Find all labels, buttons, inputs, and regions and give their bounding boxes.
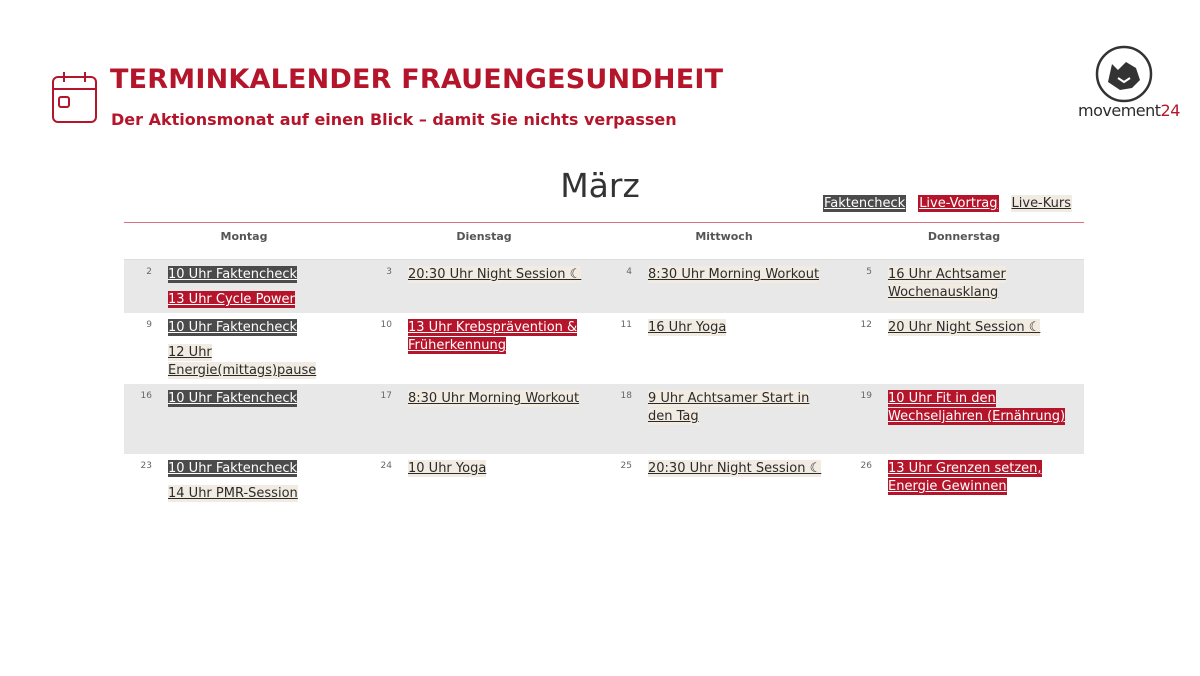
- title: TERMINKALENDER FRAUENGESUNDHEIT: [110, 64, 724, 95]
- event-label: 10 Uhr Faktencheck: [168, 390, 298, 407]
- event-label: 10 Uhr Fit in den Wechseljahren (Ernähru…: [888, 390, 1066, 425]
- event-label: 10 Uhr Yoga: [408, 460, 487, 477]
- subtitle: Der Aktionsmonat auf einen Blick – damit…: [111, 110, 677, 129]
- day-number: 24: [380, 461, 392, 471]
- weekday: Donnerstag: [927, 230, 1001, 243]
- day-number: 16: [140, 391, 152, 401]
- day-cell: 3 20:30 Uhr Night Session ☾: [364, 260, 604, 313]
- event-label: 8:30 Uhr Morning Workout: [408, 390, 580, 407]
- event: 10 Uhr Faktencheck: [168, 390, 356, 408]
- day-cell: 16 10 Uhr Faktencheck: [124, 384, 364, 454]
- day-cell: 5 16 Uhr Achtsamer Wochenausklang: [844, 260, 1084, 313]
- event: 8:30 Uhr Morning Workout: [648, 266, 836, 284]
- day-number: 23: [140, 461, 152, 471]
- event: 10 Uhr Faktencheck: [168, 266, 356, 284]
- day-number: 4: [626, 267, 632, 277]
- day-number: 19: [860, 391, 872, 401]
- week-row: 9 10 Uhr Faktencheck 12 Uhr Energie(mittag…: [124, 313, 1084, 384]
- day-cell: 9 10 Uhr Faktencheck 12 Uhr Energie(mittag…: [124, 313, 364, 384]
- weekday: Mittwoch: [695, 230, 753, 243]
- day-cell: 4 8:30 Uhr Morning Workout: [604, 260, 844, 313]
- calendar: Montag Dienstag Mittwoch Donnerstag 2 10 Uhr …: [124, 222, 1084, 511]
- day-cell: 26 13 Uhr Grenzen setzen, Energie Gewinne…: [844, 454, 1084, 511]
- event-label: 13 Uhr Grenzen setzen, Energie Gewinnen: [888, 460, 1042, 495]
- calendar-icon: [52, 72, 97, 123]
- day-number: 9: [146, 320, 152, 330]
- event-label: 20:30 Uhr Night Session ☾: [648, 460, 822, 477]
- event: 10 Uhr Faktencheck: [168, 460, 356, 478]
- day-cell: 18 9 Uhr Achtsamer Start in den Tag: [604, 384, 844, 454]
- event: 9 Uhr Achtsamer Start in den Tag: [648, 390, 836, 426]
- day-cell: 19 10 Uhr Fit in den Wechseljahren (Ernäh…: [844, 384, 1084, 454]
- day-number: 2: [146, 267, 152, 277]
- day-cell: 12 20 Uhr Night Session ☾: [844, 313, 1084, 384]
- event: 10 Uhr Faktencheck: [168, 319, 356, 337]
- logo-word: movement: [1078, 101, 1161, 120]
- event-label: 20:30 Uhr Night Session ☾: [408, 266, 582, 283]
- legend-item: Live-Kurs: [1010, 195, 1072, 212]
- event-label: 14 Uhr PMR-Session: [168, 485, 298, 502]
- event-label: 8:30 Uhr Morning Workout: [648, 266, 820, 283]
- weekday-header: Montag Dienstag Mittwoch Donnerstag: [124, 223, 1084, 260]
- event-label: 9 Uhr Achtsamer Start in den Tag: [648, 390, 810, 425]
- day-number: 3: [386, 267, 392, 277]
- day-number: 12: [860, 320, 872, 330]
- event-label: 16 Uhr Achtsamer Wochenausklang: [888, 266, 1006, 301]
- day-number: 26: [860, 461, 872, 471]
- legend: Faktencheck Live-Vortrag Live-Kurs: [811, 195, 1072, 212]
- event-label: 10 Uhr Faktencheck: [168, 266, 298, 283]
- day-cell: 11 16 Uhr Yoga: [604, 313, 844, 384]
- day-cell: 2 10 Uhr Faktencheck 13 Uhr Cycle Power: [124, 260, 364, 313]
- logo-number: 24: [1160, 101, 1181, 120]
- day-cell: 24 10 Uhr Yoga: [364, 454, 604, 511]
- event: 13 Uhr Grenzen setzen, Energie Gewinnen: [888, 460, 1076, 496]
- week-row: 16 10 Uhr Faktencheck 17 8:30 Uhr Morning W…: [124, 384, 1084, 454]
- event-label: 13 Uhr Krebsprävention & Früherkennung: [408, 319, 578, 354]
- day-cell: 23 10 Uhr Faktencheck 14 Uhr PMR-Session: [124, 454, 364, 511]
- day-number: 11: [620, 320, 632, 330]
- week-row: 23 10 Uhr Faktencheck 14 Uhr PMR-Session 24…: [124, 454, 1084, 511]
- day-number: 10: [380, 320, 392, 330]
- legend-item: Faktencheck: [823, 195, 907, 212]
- day-cell: 10 13 Uhr Krebsprävention & Früherkennung: [364, 313, 604, 384]
- event-label: 10 Uhr Faktencheck: [168, 460, 298, 477]
- event: 13 Uhr Krebsprävention & Früherkennung: [408, 319, 596, 355]
- weekday: Montag: [220, 230, 268, 243]
- logo-text: movement24: [1078, 101, 1180, 120]
- event-label: 20 Uhr Night Session ☾: [888, 319, 1041, 336]
- event-label: 13 Uhr Cycle Power: [168, 291, 295, 308]
- event: 12 Uhr Energie(mittags)pause: [168, 344, 356, 380]
- event: 20:30 Uhr Night Session ☾: [408, 266, 596, 284]
- day-number: 25: [620, 461, 632, 471]
- event-label: 16 Uhr Yoga: [648, 319, 727, 336]
- day-number: 18: [620, 391, 632, 401]
- event: 14 Uhr PMR-Session: [168, 485, 356, 503]
- logo-mark: [1095, 45, 1153, 103]
- day-number: 5: [866, 267, 872, 277]
- week-row: 2 10 Uhr Faktencheck 13 Uhr Cycle Power 3 20…: [124, 260, 1084, 313]
- event: 20 Uhr Night Session ☾: [888, 319, 1076, 337]
- day-cell: 25 20:30 Uhr Night Session ☾: [604, 454, 844, 511]
- event: 16 Uhr Yoga: [648, 319, 836, 337]
- legend-item: Live-Vortrag: [918, 195, 999, 212]
- month: März: [560, 166, 640, 205]
- event-label: 10 Uhr Faktencheck: [168, 319, 298, 336]
- event: 20:30 Uhr Night Session ☾: [648, 460, 836, 478]
- event: 10 Uhr Fit in den Wechseljahren (Ernähru…: [888, 390, 1076, 426]
- event: 8:30 Uhr Morning Workout: [408, 390, 596, 408]
- day-number: 17: [380, 391, 392, 401]
- event-label: 12 Uhr Energie(mittags)pause: [168, 344, 317, 379]
- event: 13 Uhr Cycle Power: [168, 291, 356, 309]
- day-cell: 17 8:30 Uhr Morning Workout: [364, 384, 604, 454]
- weekday: Dienstag: [456, 230, 512, 243]
- event: 16 Uhr Achtsamer Wochenausklang: [888, 266, 1076, 302]
- event: 10 Uhr Yoga: [408, 460, 596, 478]
